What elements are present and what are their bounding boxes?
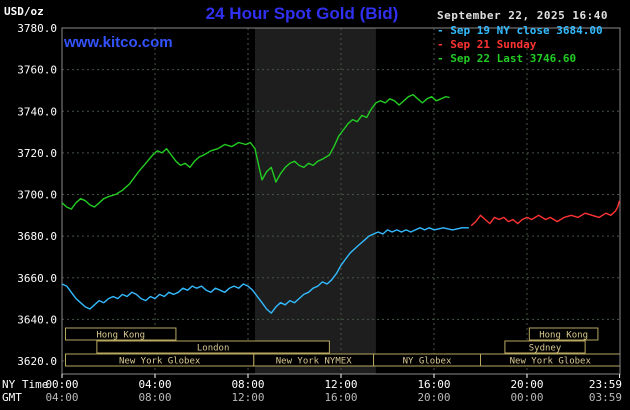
svg-text:16:00: 16:00: [417, 378, 450, 391]
svg-text:3720.0: 3720.0: [17, 147, 57, 160]
svg-text:3780.0: 3780.0: [17, 22, 57, 35]
svg-text:GMT: GMT: [2, 391, 22, 404]
svg-text:3700.0: 3700.0: [17, 189, 57, 202]
page-title: 24 Hour Spot Gold (Bid): [205, 4, 399, 23]
svg-text:20:00: 20:00: [510, 378, 543, 391]
svg-text:16:00: 16:00: [324, 391, 357, 404]
svg-text:Hong Kong: Hong Kong: [96, 331, 145, 341]
legend: - Sep 19 NY close 3684.00 - Sep 21 Sunda…: [437, 24, 603, 66]
svg-text:London: London: [197, 344, 230, 354]
svg-text:3660.0: 3660.0: [17, 272, 57, 285]
svg-text:New York NYMEX: New York NYMEX: [276, 357, 352, 367]
svg-text:3640.0: 3640.0: [17, 313, 57, 326]
svg-text:00:00: 00:00: [45, 378, 78, 391]
svg-text:3740.0: 3740.0: [17, 105, 57, 118]
svg-text:04:00: 04:00: [138, 378, 171, 391]
svg-text:12:00: 12:00: [231, 391, 264, 404]
svg-text:3620.0: 3620.0: [17, 355, 57, 368]
svg-text:New York Globex: New York Globex: [510, 357, 592, 367]
svg-text:03:59: 03:59: [589, 391, 622, 404]
svg-text:3680.0: 3680.0: [17, 230, 57, 243]
svg-text:NY Globex: NY Globex: [403, 357, 452, 367]
svg-text:12:00: 12:00: [324, 378, 357, 391]
svg-text:00:00: 00:00: [510, 391, 543, 404]
datetime-label: September 22, 2025 16:40: [437, 9, 608, 22]
svg-text:Sydney: Sydney: [529, 344, 562, 354]
svg-text:04:00: 04:00: [45, 391, 78, 404]
svg-text:3760.0: 3760.0: [17, 64, 57, 77]
legend-item-sep21: - Sep 21 Sunday: [437, 38, 537, 51]
legend-item-sep19: - Sep 19 NY close 3684.00: [437, 24, 603, 37]
svg-text:08:00: 08:00: [231, 378, 264, 391]
svg-text:08:00: 08:00: [138, 391, 171, 404]
legend-item-sep22: - Sep 22 Last 3746.60: [437, 52, 577, 65]
svg-text:NY Time: NY Time: [2, 378, 48, 391]
svg-text:Hong Kong: Hong Kong: [539, 331, 588, 341]
unit-label: USD/oz: [4, 5, 44, 18]
svg-text:20:00: 20:00: [417, 391, 450, 404]
svg-text:23:59: 23:59: [589, 378, 622, 391]
svg-text:New York Globex: New York Globex: [119, 357, 201, 367]
kitco-watermark: www.kitco.com: [64, 34, 173, 51]
